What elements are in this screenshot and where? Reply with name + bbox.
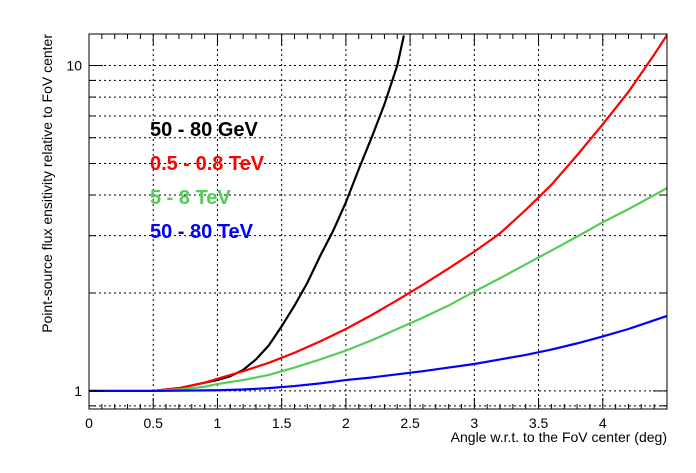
x-tick-label: 0 (85, 415, 93, 431)
series-line-4 (89, 314, 667, 393)
y-axis-label: Point-source flux ensitivity relative to… (39, 34, 55, 333)
legend-entry-4: 50 - 80 TeV (150, 221, 254, 243)
x-tick-label: 4 (599, 415, 607, 431)
series-layer (89, 34, 667, 393)
x-tick-label: 2 (342, 415, 350, 431)
legend-entry-1: 50 - 80 GeV (150, 119, 259, 141)
legend-entry-3: 5 - 8 TeV (150, 187, 231, 209)
x-tick-label: 3 (470, 415, 478, 431)
y-tick-label: 1 (74, 383, 82, 399)
x-tick-label: 1 (214, 415, 222, 431)
legend-entry-2: 0.5 - 0.8 TeV (150, 153, 265, 175)
series-line-3 (89, 187, 667, 393)
y-tick-label: 10 (66, 58, 82, 74)
plot-frame (88, 33, 668, 410)
x-tick-label: 0.5 (143, 415, 163, 431)
legend: 50 - 80 GeV 0.5 - 0.8 TeV 5 - 8 TeV 50 - 80… (150, 119, 265, 243)
x-tick-label: 2.5 (400, 415, 420, 431)
x-tick-label: 3.5 (529, 415, 549, 431)
tick-label-layer: 0 0.5 1 1.5 2 2.5 3 3.5 4 1 10 (66, 58, 606, 431)
x-axis-label: Angle w.r.t. to the FoV center (deg) (451, 429, 667, 445)
tick-layer (88, 34, 667, 409)
series-line-2 (89, 34, 667, 393)
x-tick-label: 1.5 (272, 415, 292, 431)
